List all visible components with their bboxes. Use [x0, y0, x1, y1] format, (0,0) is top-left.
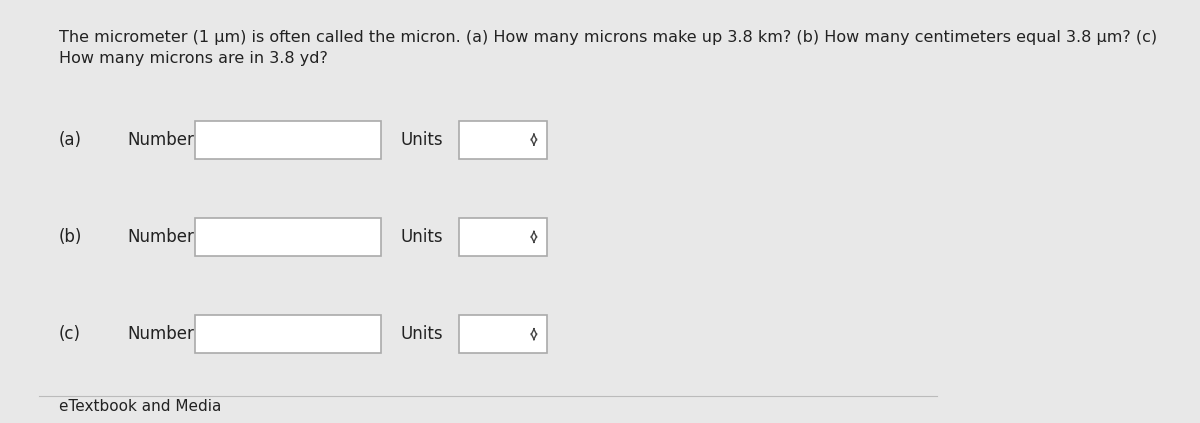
Text: Number: Number — [127, 131, 193, 148]
FancyBboxPatch shape — [196, 218, 380, 256]
Text: (c): (c) — [59, 325, 80, 343]
Text: Number: Number — [127, 325, 193, 343]
Text: The micrometer (1 μm) is often called the micron. (a) How many microns make up 3: The micrometer (1 μm) is often called th… — [59, 30, 1157, 66]
Text: Units: Units — [400, 228, 443, 246]
Text: Units: Units — [400, 131, 443, 148]
Text: Number: Number — [127, 228, 193, 246]
FancyBboxPatch shape — [458, 218, 547, 256]
FancyBboxPatch shape — [458, 121, 547, 159]
Text: (a): (a) — [59, 131, 82, 148]
FancyBboxPatch shape — [458, 315, 547, 353]
FancyBboxPatch shape — [196, 315, 380, 353]
Text: Units: Units — [400, 325, 443, 343]
Text: (b): (b) — [59, 228, 82, 246]
FancyBboxPatch shape — [196, 121, 380, 159]
Text: eTextbook and Media: eTextbook and Media — [59, 399, 221, 415]
